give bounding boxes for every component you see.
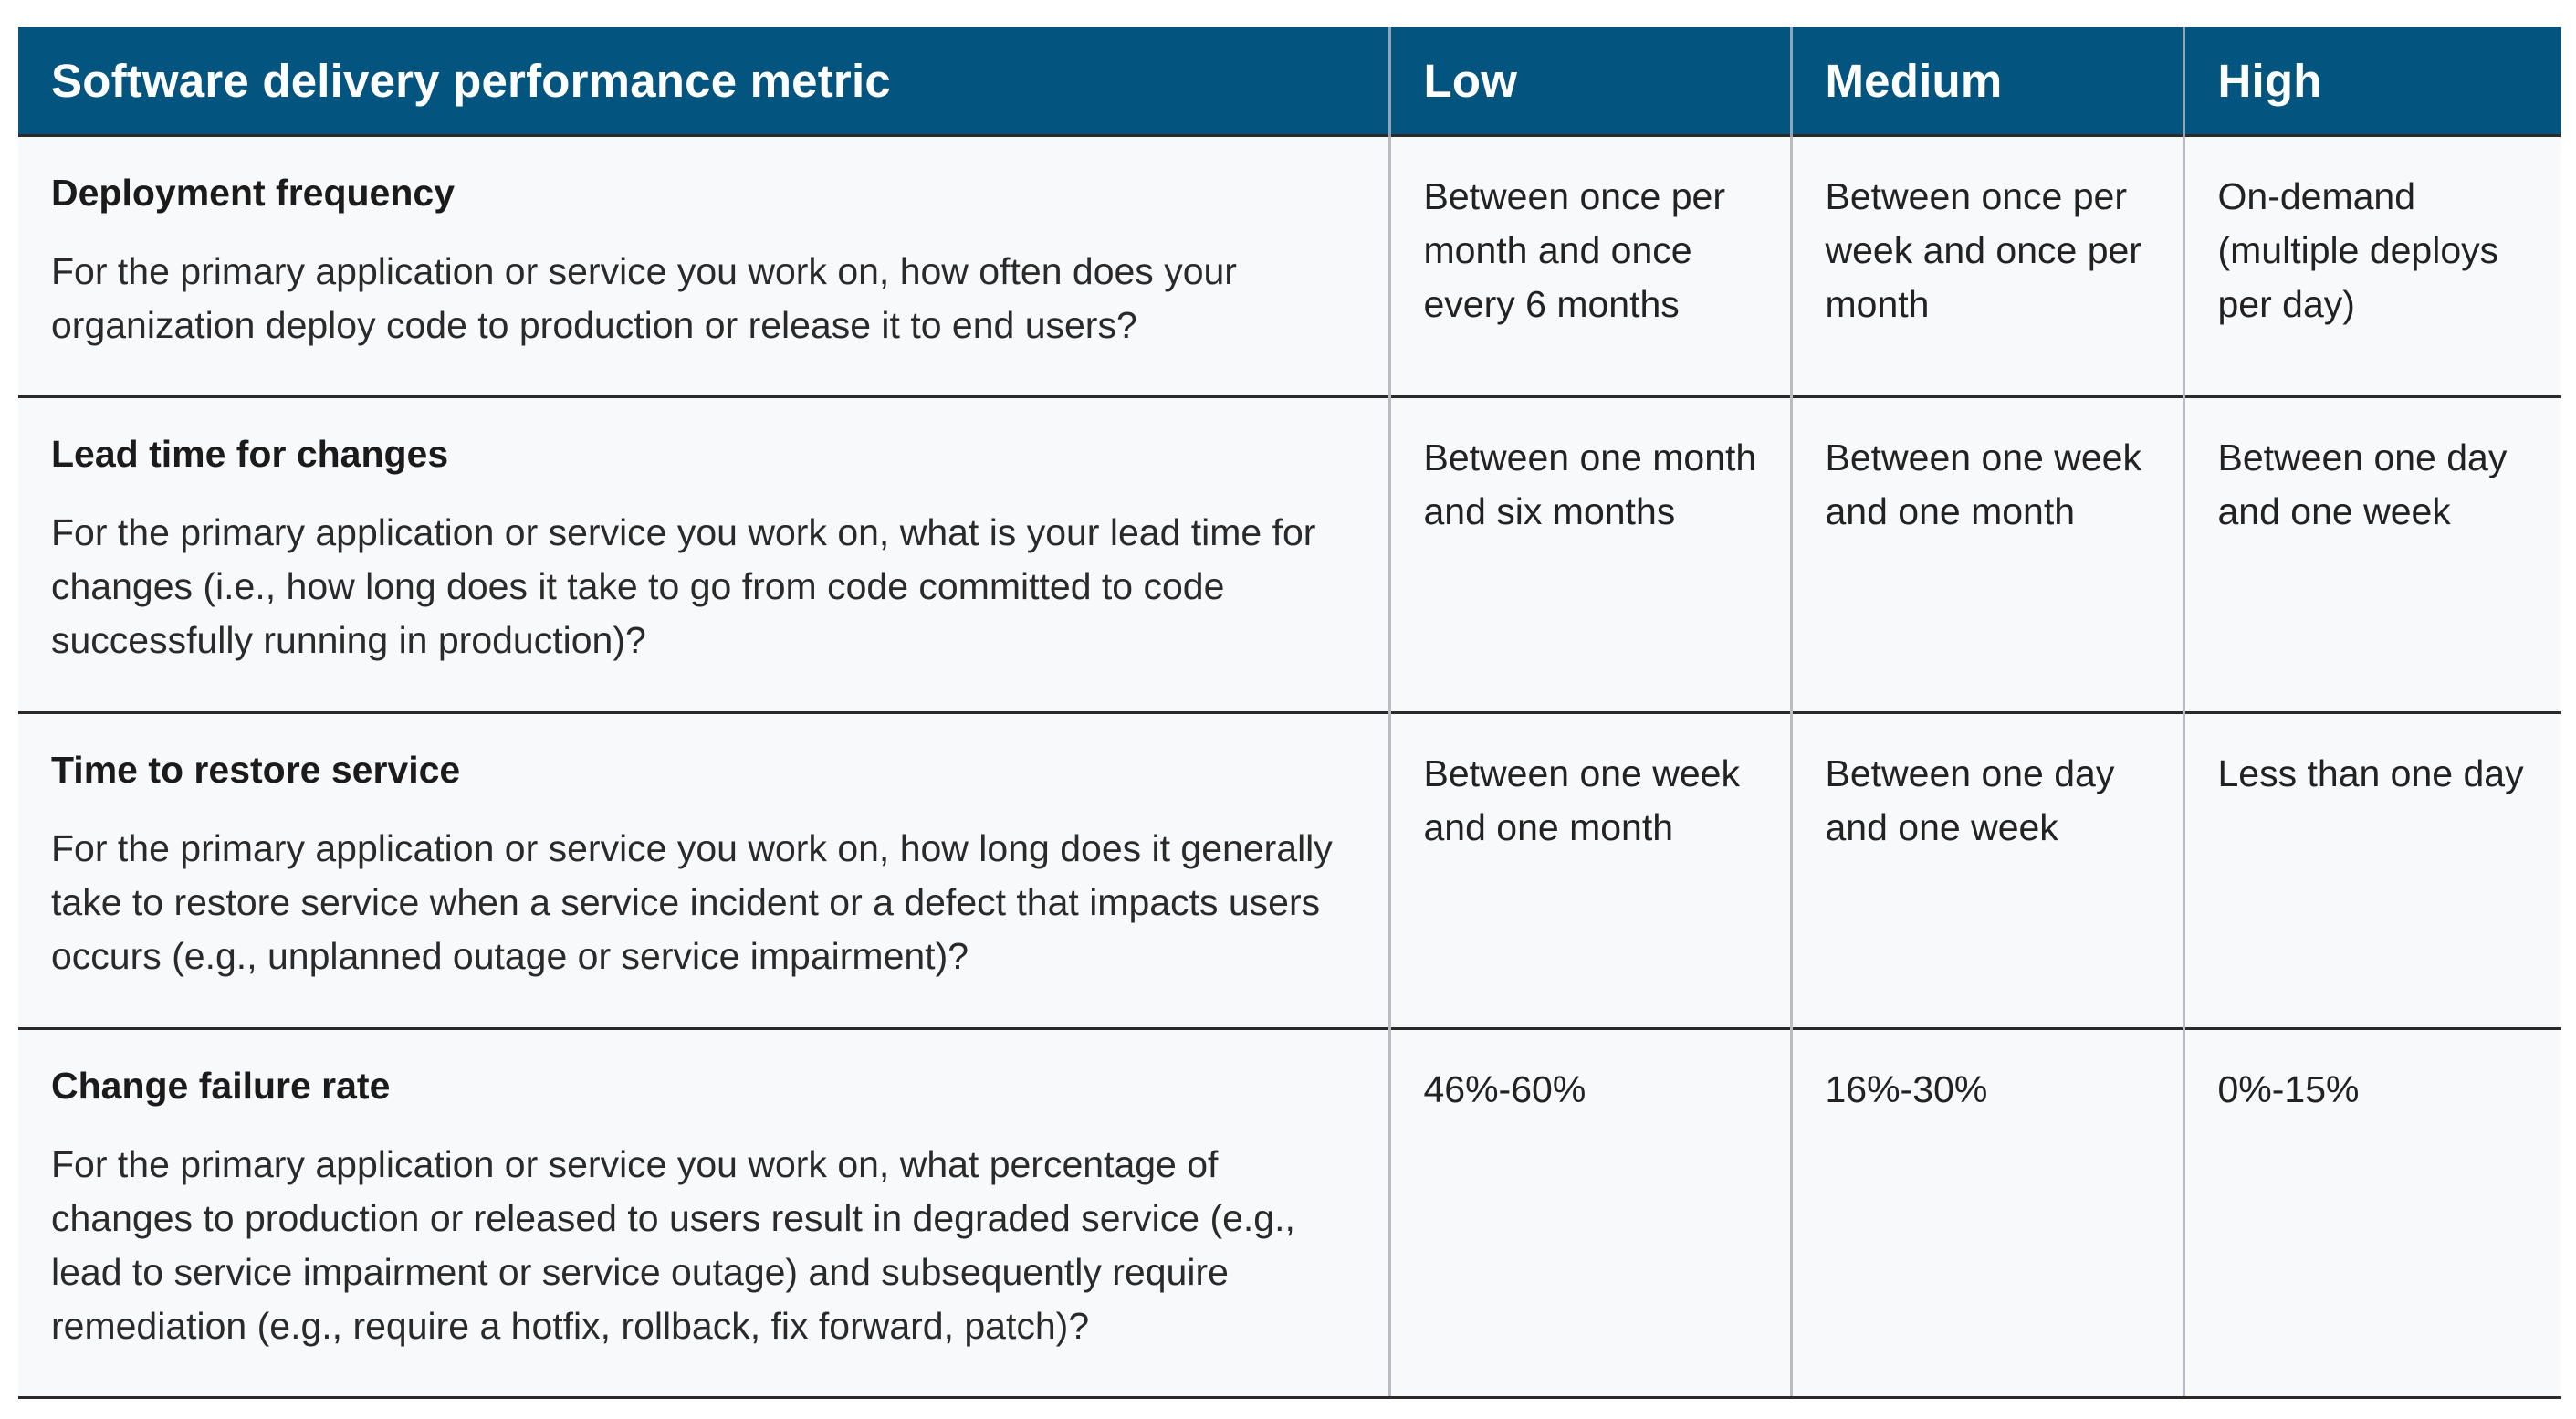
metric-name: Time to restore service (51, 748, 461, 791)
medium-value: 16%-30% (1825, 1067, 1988, 1110)
metric-name: Deployment frequency (51, 171, 455, 214)
metric-question: For the primary application or service y… (51, 826, 1333, 977)
medium-cell: Between once per week and once per month (1791, 133, 2185, 396)
high-value: Less than one day (2217, 752, 2524, 794)
medium-value: Between one week and one month (1825, 436, 2141, 532)
table-row-lead-time-for-changes: Lead time for changes For the primary ap… (18, 394, 2561, 712)
medium-cell: Between one day and one week (1791, 710, 2185, 1028)
medium-value: Between one day and one week (1825, 752, 2115, 848)
software-delivery-performance-table: Software delivery performance metric Low… (18, 27, 2561, 1399)
metric-name: Lead time for changes (51, 432, 449, 475)
metric-cell: Deployment frequency For the primary app… (18, 133, 1391, 396)
low-value: Between one week and one month (1423, 752, 1740, 848)
table-row-time-to-restore-service: Time to restore service For the primary … (18, 710, 2561, 1028)
high-value: 0%-15% (2217, 1067, 2360, 1110)
medium-value: Between once per week and once per month (1825, 174, 2141, 325)
performance-table-container: Software delivery performance metric Low… (18, 27, 2561, 1399)
low-value: Between once per month and once every 6 … (1423, 174, 1726, 325)
low-cell: 46%-60% (1389, 1026, 1793, 1399)
header-medium: Medium (1791, 27, 2185, 135)
low-cell: Between once per month and once every 6 … (1389, 133, 1793, 396)
high-cell: 0%-15% (2183, 1026, 2561, 1399)
metric-question: For the primary application or service y… (51, 249, 1237, 346)
header-metric: Software delivery performance metric (18, 27, 1391, 135)
low-cell: Between one month and six months (1389, 394, 1793, 712)
medium-cell: 16%-30% (1791, 1026, 2185, 1399)
low-cell: Between one week and one month (1389, 710, 1793, 1028)
high-value: Between one day and one week (2217, 436, 2508, 532)
metric-name: Change failure rate (51, 1064, 391, 1107)
medium-cell: Between one week and one month (1791, 394, 2185, 712)
high-cell: Between one day and one week (2183, 394, 2561, 712)
high-cell: On-demand (multiple deploys per day) (2183, 133, 2561, 396)
metric-cell: Lead time for changes For the primary ap… (18, 394, 1391, 712)
metric-cell: Change failure rate For the primary appl… (18, 1026, 1391, 1399)
table-row-deployment-frequency: Deployment frequency For the primary app… (18, 133, 2561, 396)
metric-cell: Time to restore service For the primary … (18, 710, 1391, 1028)
table-row-change-failure-rate: Change failure rate For the primary appl… (18, 1026, 2561, 1399)
header-high: High (2183, 27, 2561, 135)
header-low: Low (1389, 27, 1793, 135)
high-cell: Less than one day (2183, 710, 2561, 1028)
low-value: Between one month and six months (1423, 436, 1757, 532)
metric-question: For the primary application or service y… (51, 1142, 1295, 1347)
metric-question: For the primary application or service y… (51, 510, 1316, 661)
low-value: 46%-60% (1423, 1067, 1586, 1110)
high-value: On-demand (multiple deploys per day) (2217, 174, 2499, 325)
table-header-row: Software delivery performance metric Low… (18, 27, 2561, 135)
